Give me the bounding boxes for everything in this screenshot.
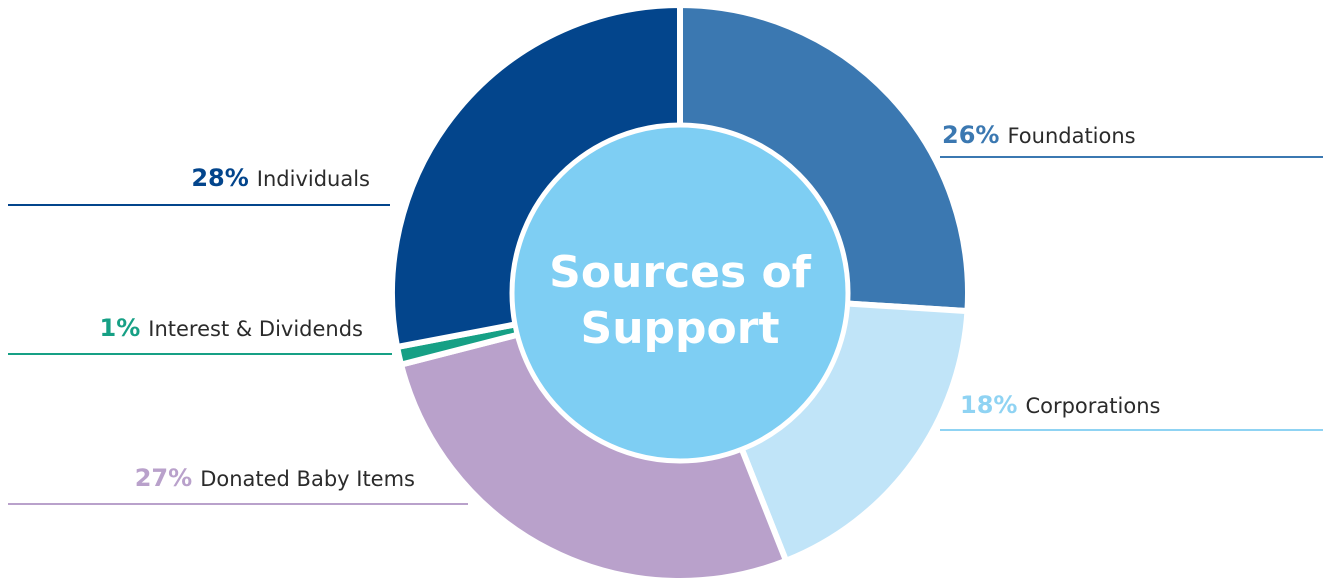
center-circle <box>509 122 851 464</box>
percent-foundations: 26% <box>942 121 999 149</box>
label-donated-baby-items: 27% Donated Baby Items <box>135 464 415 492</box>
percent-corporations: 18% <box>960 391 1017 419</box>
chart-title-line-1: Sources of <box>549 247 812 298</box>
labels-group: 26% Foundations 18% Corporations 27% Donated … <box>8 121 1323 505</box>
label-individuals: 28% Individuals <box>191 164 370 192</box>
percent-donated-baby-items: 27% <box>135 464 192 492</box>
chart-title-line-2: Support <box>581 303 780 354</box>
percent-interest-dividends: 1% <box>100 314 141 342</box>
category-foundations: Foundations <box>1007 124 1135 148</box>
category-corporations: Corporations <box>1025 394 1160 418</box>
category-individuals: Individuals <box>257 167 370 191</box>
label-interest-dividends: 1% Interest & Dividends <box>100 314 364 342</box>
category-donated-baby-items: Donated Baby Items <box>200 467 415 491</box>
label-foundations: 26% Foundations <box>942 121 1136 149</box>
percent-individuals: 28% <box>191 164 248 192</box>
label-corporations: 18% Corporations <box>960 391 1160 419</box>
category-interest-dividends: Interest & Dividends <box>148 317 363 341</box>
